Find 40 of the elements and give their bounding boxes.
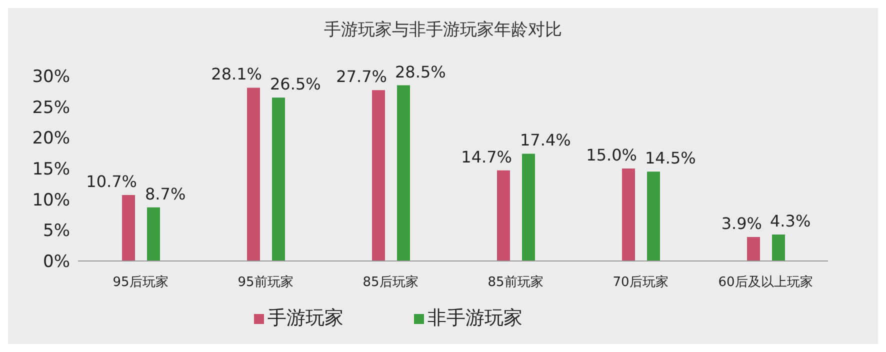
legend-label: 手游玩家 xyxy=(268,307,344,329)
bar xyxy=(747,236,760,261)
bar xyxy=(622,168,635,261)
y-tick-label: 30% xyxy=(32,67,70,88)
legend-label: 非手游玩家 xyxy=(428,307,522,329)
data-label: 4.3% xyxy=(770,211,811,230)
bar xyxy=(122,195,135,261)
x-tick-label: 85后玩家 xyxy=(362,274,418,290)
data-label: 3.9% xyxy=(721,214,762,233)
data-label: 14.5% xyxy=(645,148,696,168)
data-label: 26.5% xyxy=(270,74,321,94)
chart-title: 手游玩家与非手游玩家年龄对比 xyxy=(323,19,563,42)
y-tick-label: 5% xyxy=(43,221,70,242)
y-tick-label: 25% xyxy=(32,98,70,118)
data-label: 14.7% xyxy=(461,147,512,166)
data-label: 17.4% xyxy=(520,130,571,150)
x-tick-label: 95后玩家 xyxy=(112,274,168,290)
data-label: 15.0% xyxy=(586,146,637,164)
data-label: 8.7% xyxy=(145,184,186,204)
bar xyxy=(247,88,260,261)
y-tick-label: 0% xyxy=(43,252,70,272)
x-tick-label: 60后及以上玩家 xyxy=(718,274,813,290)
data-label: 10.7% xyxy=(86,172,137,192)
data-label: 28.5% xyxy=(395,62,446,82)
bar xyxy=(397,85,410,261)
x-tick-label: 85前玩家 xyxy=(488,274,544,290)
data-label: 28.1% xyxy=(211,64,262,84)
bar xyxy=(147,207,160,261)
bar xyxy=(272,98,285,261)
data-label: 27.7% xyxy=(336,67,387,86)
y-tick-label: 20% xyxy=(32,128,70,149)
bar xyxy=(497,170,510,261)
bar xyxy=(522,154,535,261)
bar xyxy=(772,234,785,261)
bar xyxy=(372,90,385,261)
bar xyxy=(647,172,660,261)
x-tick-label: 70后玩家 xyxy=(612,274,668,290)
x-tick-label: 95前玩家 xyxy=(238,274,294,290)
y-tick-label: 15% xyxy=(32,160,70,180)
y-tick-label: 10% xyxy=(32,190,70,210)
